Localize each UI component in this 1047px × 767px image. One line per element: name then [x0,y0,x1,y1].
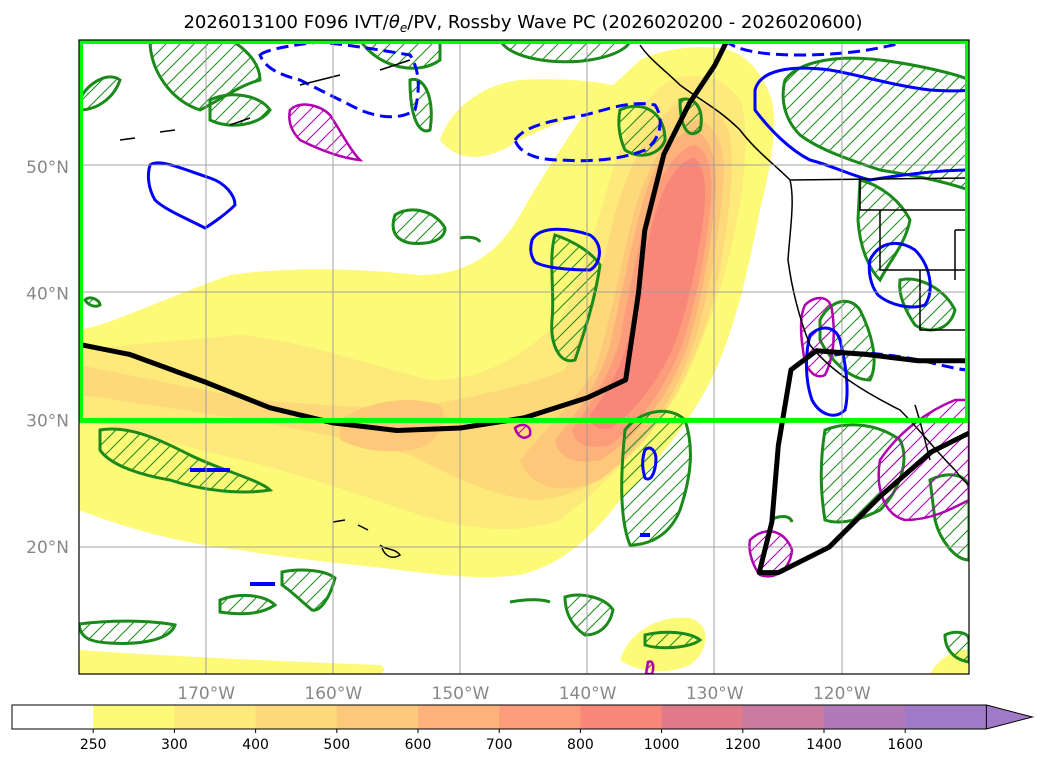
lat-tick-label: 30°N [26,411,69,431]
lon-tick-label: 120°W [813,684,871,704]
coastlines [119,44,969,558]
gridlines [79,40,969,674]
ivt-800-region [590,158,706,430]
colorbar-segment [418,705,500,729]
colorbar-segment [336,705,419,729]
map-frame [78,39,970,675]
colorbar-segment [93,705,175,729]
lat-tick-label: 50°N [26,158,69,178]
colorbar-segment [742,705,825,729]
colorbar-segment [12,705,94,729]
theta-e-contours [79,40,969,664]
lon-tick-label: 140°W [559,684,617,704]
lon-tick-label: 150°W [432,684,490,704]
colorbar-extend-arrow [985,704,1035,730]
lon-tick-label: 170°W [177,684,235,704]
ivt-colorbar: 250 300 400 500 600 700 800 1000 1200 1400 1600 [11,704,1035,753]
colorbar-tick-label: 1000 [644,737,680,753]
map-area [79,40,969,674]
colorbar-tick-label: 1200 [725,737,761,753]
colorbar-segment [174,705,257,729]
colorbar-segment [255,705,338,729]
lat-tick-label: 40°N [26,285,69,305]
ivt-filled-contours [79,47,969,674]
latitude-labels: 20°N 30°N 40°N 50°N [26,158,69,558]
rossby-wave-line [79,40,730,433]
colorbar-tick-label: 600 [405,737,432,753]
colorbar-tick-label: 1400 [806,737,842,753]
colorbar-tick-label: 800 [567,737,594,753]
colorbar-tick-label: 300 [161,737,188,753]
longitude-labels: 170°W 160°W 150°W 140°W 130°W 120°W [177,684,871,704]
colorbar-segment [661,705,744,729]
colorbar-segment [905,705,987,729]
colorbar-segment [580,705,663,729]
chart-title: 2026013100 F096 IVT/θe/PV, Rossby Wave P… [183,12,862,35]
region-highlight-box [79,40,969,423]
colorbar-segment [824,705,906,729]
ivt-250-south [79,650,385,674]
colorbar-tick-label: 400 [242,737,269,753]
rossby-trough-line [756,348,969,576]
colorbar-tick-label: 1600 [887,737,923,753]
lat-tick-label: 20°N [26,538,69,558]
lon-tick-label: 130°W [686,684,744,704]
colorbar-tick-label: 700 [486,737,513,753]
colorbar-tick-label: 500 [323,737,350,753]
lon-tick-label: 160°W [304,684,362,704]
ivt-250-north [440,79,630,157]
colorbar-segment [499,705,581,729]
ivt-400-region [79,101,732,501]
colorbar-tick-label: 250 [80,737,107,753]
